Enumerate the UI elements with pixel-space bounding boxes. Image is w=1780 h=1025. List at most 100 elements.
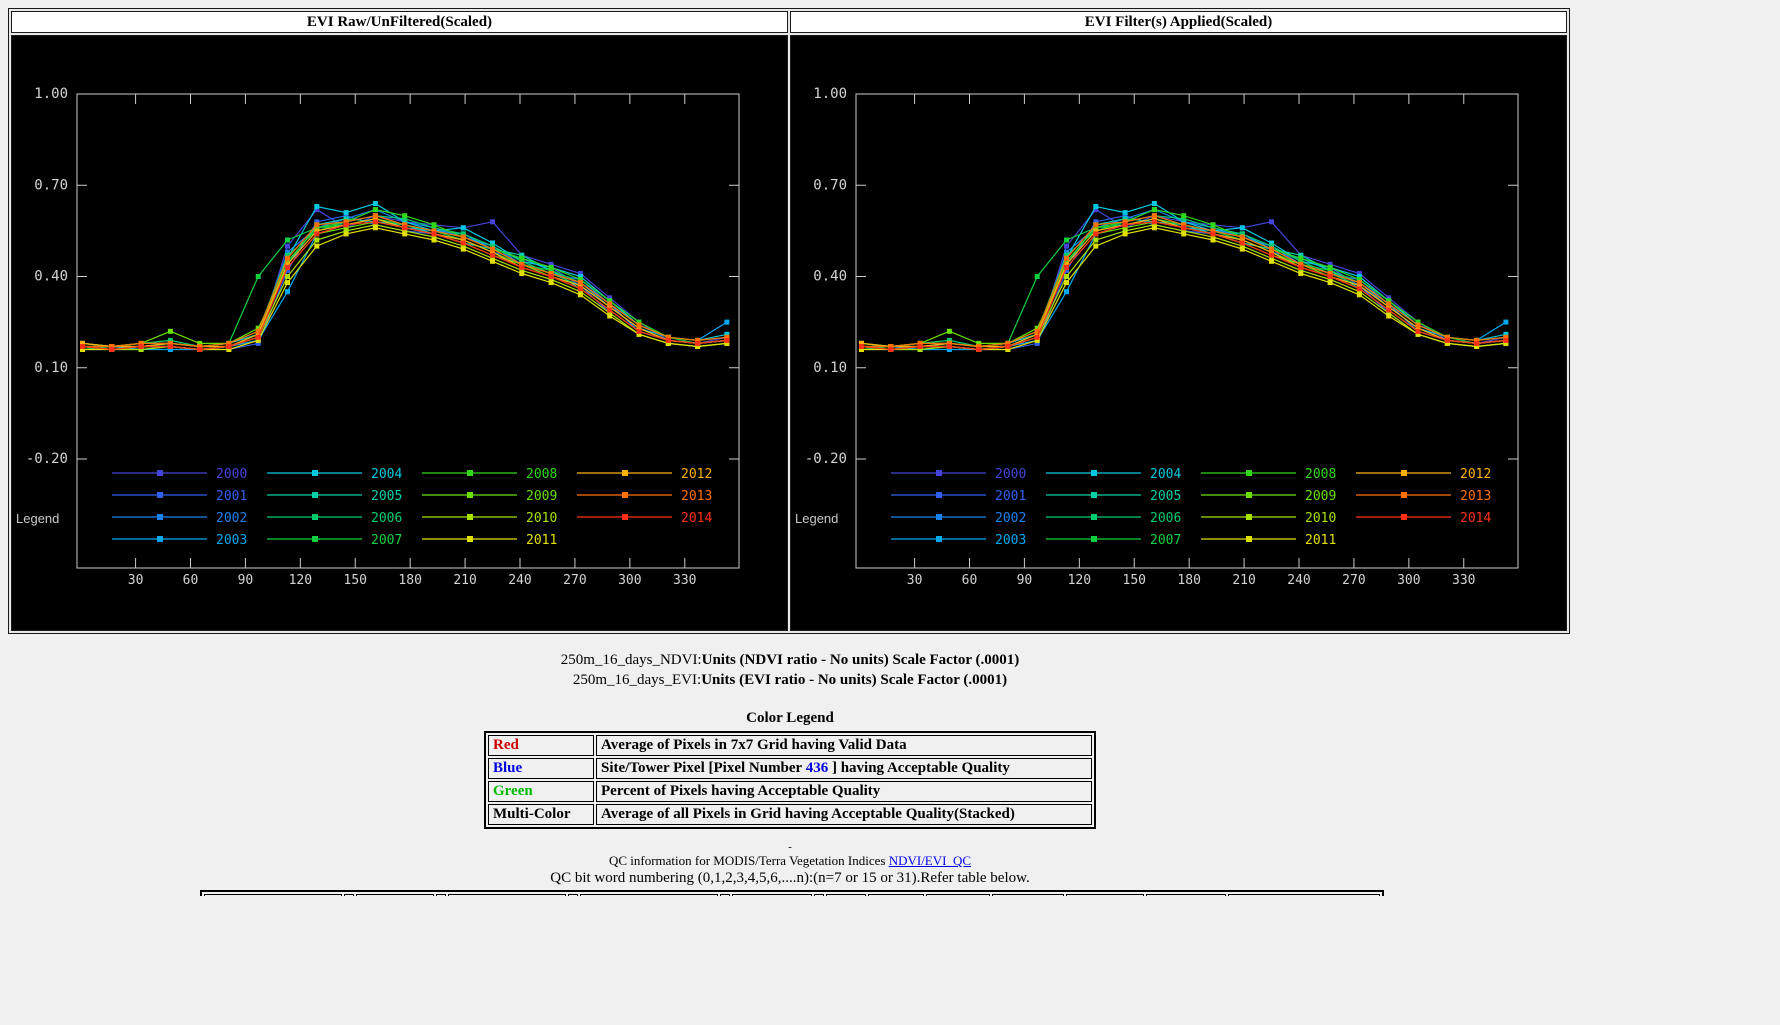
legend-entry-2005: 2005: [1150, 489, 1181, 504]
legend-entry-2013: 2013: [681, 489, 712, 504]
legend-entry-2011: 2011: [526, 533, 557, 548]
x-tick-label: 150: [1123, 573, 1146, 588]
legend-entry-2008: 2008: [1305, 467, 1336, 482]
qc-cell: [436, 894, 446, 896]
legend-entry-2001: 2001: [995, 489, 1026, 504]
legend-entry-2005: 2005: [371, 489, 402, 504]
evi-units-prefix: 250m_16_days_EVI:: [573, 672, 701, 688]
qc-cell: [204, 894, 342, 896]
legend-entry-2014: 2014: [681, 511, 712, 526]
x-tick-label: 240: [508, 573, 531, 588]
legend-title-label: Legend: [16, 511, 59, 526]
y-tick-label: 0.70: [34, 177, 68, 193]
qc-info-text: QC information for MODIS/Terra Vegetatio…: [609, 853, 889, 868]
x-tick-label: 270: [563, 573, 586, 588]
y-tick-label: 0.10: [34, 360, 68, 376]
qc-cell: [826, 894, 866, 896]
ndvi-units-bold: Units (NDVI ratio - No units) Scale Fact…: [702, 652, 1020, 668]
y-tick-label: -0.20: [805, 451, 847, 467]
x-tick-label: 270: [1342, 573, 1365, 588]
x-tick-label: 60: [962, 573, 978, 588]
color-legend-table: Red Average of Pixels in 7x7 Grid having…: [484, 731, 1096, 829]
table-row: Multi-Color Average of all Pixels in Gri…: [488, 804, 1092, 825]
y-tick-label: 1.00: [34, 86, 68, 102]
legend-entry-2009: 2009: [1305, 489, 1336, 504]
x-tick-label: 150: [344, 573, 367, 588]
chart-svg: 1.000.700.400.10-0.203060901201501802102…: [12, 36, 787, 630]
qc-bit-line: QC bit word numbering (0,1,2,3,4,5,6,...…: [8, 869, 1572, 888]
y-tick-label: -0.20: [26, 451, 68, 467]
units-notes: 250m_16_days_NDVI:Units (NDVI ratio - No…: [8, 650, 1572, 690]
legend-entry-2014: 2014: [1460, 511, 1491, 526]
x-tick-label: 180: [398, 573, 421, 588]
qc-cell: [992, 894, 1064, 896]
y-tick-label: 0.10: [813, 360, 847, 376]
legend-entry-2007: 2007: [1150, 533, 1181, 548]
table-row: [204, 894, 1380, 896]
legend-title-label: Legend: [795, 511, 838, 526]
legend-entry-2006: 2006: [1150, 511, 1181, 526]
page-content: EVI Raw/UnFiltered(Scaled) EVI Filter(s)…: [8, 0, 1572, 896]
legend-desc-green: Percent of Pixels having Acceptable Qual…: [596, 781, 1092, 802]
legend-desc-multicolor: Average of all Pixels in Grid having Acc…: [596, 804, 1092, 825]
qc-cell: [814, 894, 824, 896]
qc-table-partial: [200, 890, 1572, 896]
table-row: Green Percent of Pixels having Acceptabl…: [488, 781, 1092, 802]
legend-entry-2004: 2004: [1150, 467, 1181, 482]
y-tick-label: 0.40: [813, 269, 847, 285]
legend-entry-2010: 2010: [526, 511, 557, 526]
legend-entry-2008: 2008: [526, 467, 557, 482]
x-tick-label: 60: [183, 573, 199, 588]
qc-cell: [1228, 894, 1380, 896]
legend-entry-2006: 2006: [371, 511, 402, 526]
x-tick-label: 120: [1068, 573, 1091, 588]
legend-entry-2004: 2004: [371, 467, 402, 482]
qc-cell: [926, 894, 990, 896]
legend-desc-red: Average of Pixels in 7x7 Grid having Val…: [596, 735, 1092, 756]
qc-cell: [580, 894, 718, 896]
qc-cell: [732, 894, 812, 896]
qc-info-line: QC information for MODIS/Terra Vegetatio…: [8, 852, 1572, 869]
legend-entry-2011: 2011: [1305, 533, 1336, 548]
evi-filtered-chart: 1.000.700.400.10-0.203060901201501802102…: [791, 36, 1566, 630]
y-tick-label: 0.70: [813, 177, 847, 193]
legend-entry-2000: 2000: [216, 467, 247, 482]
ndvi-units-line: 250m_16_days_NDVI:Units (NDVI ratio - No…: [8, 650, 1572, 670]
qc-cell: [1146, 894, 1226, 896]
x-tick-label: 30: [128, 573, 144, 588]
x-tick-label: 330: [673, 573, 696, 588]
legend-desc-blue: Site/Tower Pixel [Pixel Number 436 ] hav…: [596, 758, 1092, 779]
chart-title-raw: EVI Raw/UnFiltered(Scaled): [11, 11, 788, 33]
qc-cell: [868, 894, 924, 896]
qc-cell: [720, 894, 730, 896]
legend-entry-2003: 2003: [995, 533, 1026, 548]
x-tick-label: 240: [1287, 573, 1310, 588]
evi-units-line: 250m_16_days_EVI:Units (EVI ratio - No u…: [8, 670, 1572, 690]
pixel-desc-after: ] having Acceptable Quality: [828, 760, 1010, 776]
ndvi-units-prefix: 250m_16_days_NDVI:: [561, 652, 702, 668]
x-tick-label: 90: [1017, 573, 1033, 588]
table-row: Blue Site/Tower Pixel [Pixel Number 436 …: [488, 758, 1092, 779]
chart-cell-filtered: 1.000.700.400.10-0.203060901201501802102…: [790, 35, 1567, 631]
qc-cell: [568, 894, 578, 896]
legend-entry-2012: 2012: [681, 467, 712, 482]
legend-entry-2012: 2012: [1460, 467, 1491, 482]
x-tick-label: 30: [907, 573, 923, 588]
legend-label-green: Green: [488, 781, 594, 802]
chart-svg: 1.000.700.400.10-0.203060901201501802102…: [791, 36, 1566, 630]
table-row: Red Average of Pixels in 7x7 Grid having…: [488, 735, 1092, 756]
y-tick-label: 1.00: [813, 86, 847, 102]
chart-grid-table: EVI Raw/UnFiltered(Scaled) EVI Filter(s)…: [8, 8, 1570, 634]
legend-label-blue: Blue: [488, 758, 594, 779]
x-tick-label: 120: [289, 573, 312, 588]
y-tick-label: 0.40: [34, 269, 68, 285]
x-tick-label: 180: [1177, 573, 1200, 588]
evi-raw-chart: 1.000.700.400.10-0.203060901201501802102…: [12, 36, 787, 630]
qc-link[interactable]: NDVI/EVI_QC: [889, 853, 971, 868]
legend-entry-2000: 2000: [995, 467, 1026, 482]
pixel-number: 436: [806, 760, 829, 776]
x-tick-label: 300: [1397, 573, 1420, 588]
legend-entry-2007: 2007: [371, 533, 402, 548]
legend-label-red: Red: [488, 735, 594, 756]
x-tick-label: 90: [238, 573, 254, 588]
